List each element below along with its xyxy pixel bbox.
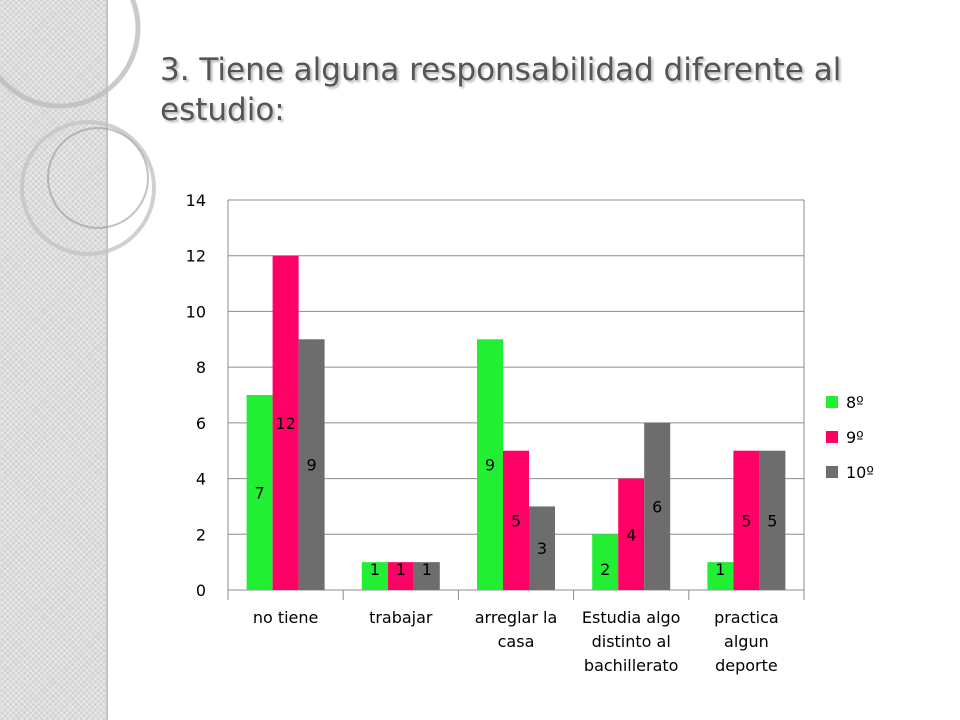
bar bbox=[707, 562, 734, 590]
data-label: 6 bbox=[652, 497, 662, 516]
data-label: 1 bbox=[715, 560, 725, 579]
legend-swatch bbox=[826, 396, 838, 408]
legend-label: 10º bbox=[846, 463, 874, 482]
x-category-label: bachillerato bbox=[584, 656, 679, 675]
x-category-label: casa bbox=[498, 632, 535, 651]
bar bbox=[618, 478, 645, 590]
data-label: 7 bbox=[255, 484, 265, 503]
data-label: 5 bbox=[767, 511, 777, 530]
bar bbox=[733, 450, 760, 590]
legend-swatch bbox=[826, 431, 838, 443]
legend-label: 8º bbox=[846, 393, 864, 412]
data-label: 2 bbox=[600, 560, 610, 579]
bar bbox=[503, 450, 529, 590]
deco-circle-medium bbox=[20, 120, 156, 256]
bar bbox=[361, 562, 388, 590]
data-label: 3 bbox=[537, 539, 547, 558]
bar bbox=[298, 339, 325, 590]
y-tick-label: 14 bbox=[186, 191, 206, 210]
x-category-label: algun bbox=[724, 632, 769, 651]
data-label: 5 bbox=[511, 511, 521, 530]
x-category-label: distinto al bbox=[592, 632, 671, 651]
bar bbox=[246, 395, 273, 590]
bar bbox=[477, 339, 503, 590]
bar bbox=[759, 450, 786, 590]
x-category-label: trabajar bbox=[369, 608, 433, 627]
x-category-label: practica bbox=[714, 608, 779, 627]
bar bbox=[529, 506, 555, 590]
y-tick-label: 6 bbox=[196, 414, 206, 433]
data-label: 4 bbox=[626, 525, 636, 544]
slide-title: 3. Tiene alguna responsabilidad diferent… bbox=[160, 52, 842, 128]
y-tick-label: 8 bbox=[196, 358, 206, 377]
legend-label: 9º bbox=[846, 428, 864, 447]
y-tick-label: 12 bbox=[186, 247, 206, 266]
data-label: 9 bbox=[485, 456, 495, 475]
x-category-label: no tiene bbox=[253, 608, 319, 627]
deco-circle-large bbox=[0, 0, 141, 109]
x-category-label: deporte bbox=[715, 656, 778, 675]
bar bbox=[272, 255, 299, 590]
bar bbox=[592, 534, 619, 590]
bar bbox=[413, 562, 440, 590]
data-label: 5 bbox=[741, 511, 751, 530]
bar bbox=[644, 422, 671, 590]
x-category-label: arreglar la bbox=[475, 608, 558, 627]
bar bbox=[387, 562, 414, 590]
decorative-sidebar bbox=[0, 0, 108, 720]
data-label: 1 bbox=[422, 560, 432, 579]
y-tick-label: 10 bbox=[186, 302, 206, 321]
data-label: 1 bbox=[370, 560, 380, 579]
legend-swatch bbox=[826, 466, 838, 478]
data-label: 9 bbox=[307, 456, 317, 475]
deco-circle-small bbox=[47, 127, 149, 229]
data-label: 1 bbox=[396, 560, 406, 579]
data-label: 12 bbox=[275, 414, 295, 433]
y-tick-label: 0 bbox=[196, 581, 206, 600]
y-tick-label: 2 bbox=[196, 525, 206, 544]
x-category-label: Estudia algo bbox=[582, 608, 681, 627]
y-tick-label: 4 bbox=[196, 470, 206, 489]
